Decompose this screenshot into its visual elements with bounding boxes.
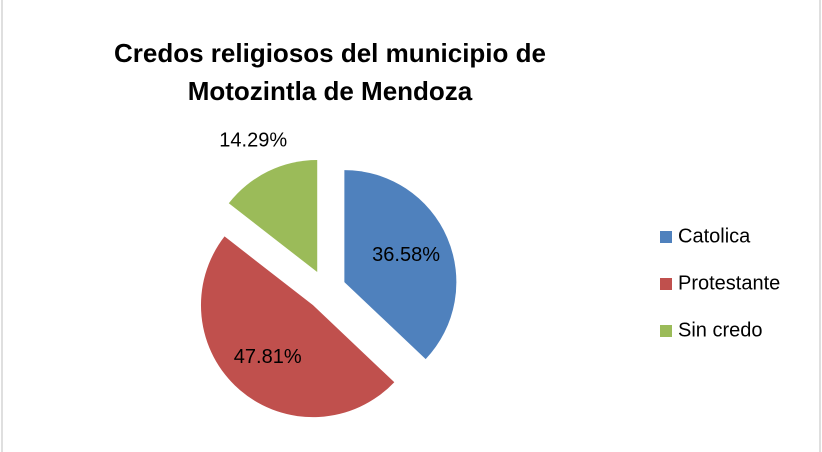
legend-swatch	[660, 325, 672, 337]
legend-swatch	[660, 231, 672, 243]
legend-label: Sin credo	[678, 319, 763, 341]
legend-label: Catolica	[678, 225, 751, 247]
data-label: 47.81%	[234, 346, 302, 368]
pie-slice	[344, 170, 457, 360]
chart-title: Credos religiosos del municipio de Motoz…	[114, 38, 546, 106]
data-label: 36.58%	[372, 244, 440, 266]
data-label: 14.29%	[219, 130, 287, 152]
pie-slice	[228, 160, 318, 273]
legend-label: Protestante	[678, 272, 780, 294]
pie-slice	[200, 236, 395, 418]
legend-swatch	[660, 278, 672, 290]
